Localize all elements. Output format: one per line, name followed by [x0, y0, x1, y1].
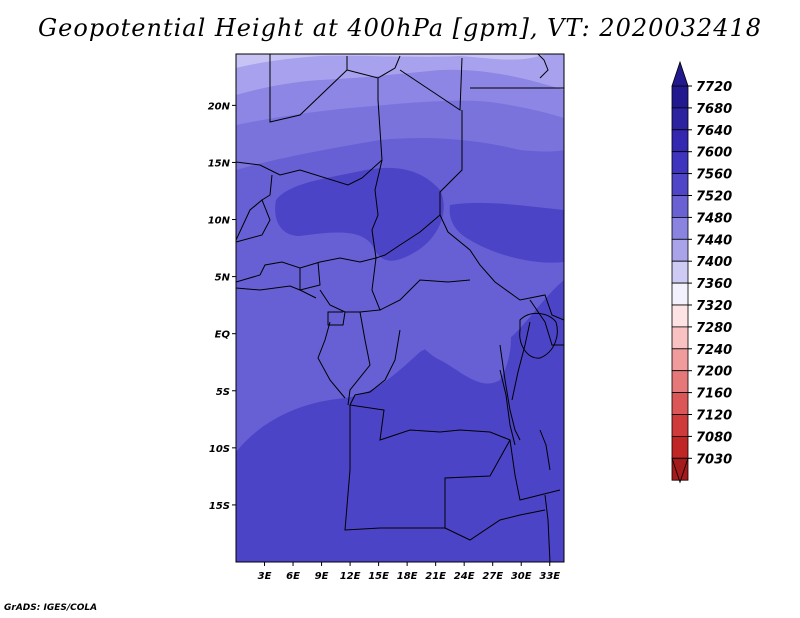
colorbar-swatch [671, 370, 689, 394]
colorbar-swatch [671, 304, 689, 328]
lon-tick-label: 15E [368, 571, 389, 582]
colorbar-label: 7680 [696, 102, 732, 117]
lon-tick-label: 3E [258, 571, 272, 582]
colorbar-label: 7280 [696, 321, 732, 336]
colorbar-label: 7360 [696, 277, 732, 292]
colorbar: 7720 7680 7640 7600 7560 7520 7480 7440 7400 7360… [671, 60, 732, 484]
map-title: Geopotential Height at 400hPa [gpm], VT:… [38, 14, 762, 42]
colorbar-swatch [671, 85, 689, 109]
lon-tick-label: 24E [454, 571, 475, 582]
colorbar-swatch [671, 326, 689, 350]
lat-tick-label: EQ [215, 330, 231, 341]
lon-tick-label: 18E [397, 571, 418, 582]
map-frame [235, 53, 565, 563]
height-contour-7480 [236, 54, 564, 95]
lat-tick-label: 5N [215, 273, 231, 284]
colorbar-label: 7480 [696, 211, 732, 226]
colorbar-swatch [671, 348, 689, 372]
lon-tick-label: 30E [511, 571, 532, 582]
colorbar-label: 7320 [696, 299, 732, 314]
colorbar-label: 7030 [696, 452, 732, 467]
grads-credit: GrADS: IGES/COLA [4, 603, 98, 613]
height-contour-7640-north [275, 167, 444, 261]
colorbar-swatch [671, 238, 689, 262]
colorbar-label: 7080 [696, 430, 732, 445]
map-panel: 20N 15N 10N 5N EQ 5S 10S 15S 3E 6E 9E 12E 15E 18E 21E… [208, 53, 565, 582]
lon-tick-label: 27E [482, 571, 503, 582]
longitude-axis: 3E 6E 9E 12E 15E 18E 21E 24E 27E 30E 33E [258, 562, 560, 582]
colorbar-swatch [671, 260, 689, 284]
colorbar-swatch [671, 151, 689, 174]
lon-tick-label: 12E [340, 571, 361, 582]
height-contour-7640-east [449, 202, 564, 263]
colorbar-upper-arrow [671, 60, 689, 87]
lat-tick-label: 20N [208, 101, 231, 112]
colorbar-label: 7160 [696, 387, 732, 402]
colorbar-label: 7240 [696, 343, 732, 358]
colorbar-swatch [671, 195, 689, 218]
colorbar-label: 7640 [696, 124, 732, 139]
lat-tick-label: 10S [209, 444, 230, 455]
colorbar-swatch [671, 282, 689, 306]
colorbar-label: 7200 [696, 365, 732, 380]
colorbar-label: 7520 [696, 190, 732, 205]
colorbar-lower-arrow [671, 457, 689, 484]
colorbar-swatch [671, 435, 689, 459]
colorbar-label: 7120 [696, 409, 732, 424]
colorbar-swatch [671, 129, 689, 153]
country-borders [236, 54, 564, 562]
lon-tick-label: 33E [539, 571, 560, 582]
height-contour-7440 [236, 54, 545, 68]
colorbar-label: 7440 [696, 233, 732, 248]
colorbar-label: 7600 [696, 146, 732, 161]
colorbar-swatch [671, 173, 689, 196]
colorbar-label: 7560 [696, 168, 732, 183]
colorbar-label: 7400 [696, 255, 732, 270]
colorbar-swatch [671, 392, 689, 415]
lon-tick-label: 9E [315, 571, 329, 582]
lat-tick-label: 10N [208, 216, 231, 227]
lon-tick-label: 6E [286, 571, 300, 582]
height-contour-7600-east [399, 253, 511, 384]
colorbar-label: 7720 [696, 80, 732, 95]
lon-tick-label: 21E [425, 571, 446, 582]
lat-tick-label: 15N [208, 158, 231, 169]
lat-tick-label: 5S [216, 387, 230, 398]
colorbar-swatch [671, 414, 689, 437]
latitude-axis: 20N 15N 10N 5N EQ 5S 10S 15S [208, 101, 236, 512]
colorbar-swatch [671, 216, 689, 240]
lat-tick-label: 15S [209, 501, 230, 512]
lakes [499, 54, 558, 471]
colorbar-swatch [671, 107, 689, 131]
